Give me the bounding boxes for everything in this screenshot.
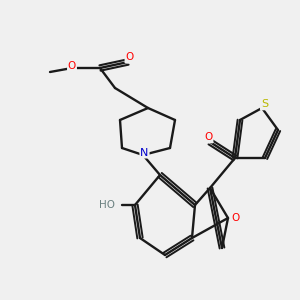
Text: O: O [204, 133, 213, 142]
Text: S: S [261, 99, 268, 110]
Text: O: O [231, 213, 240, 223]
Text: O: O [125, 52, 134, 62]
Text: HO: HO [100, 200, 116, 210]
Text: O: O [68, 61, 76, 70]
Text: N: N [140, 148, 149, 158]
